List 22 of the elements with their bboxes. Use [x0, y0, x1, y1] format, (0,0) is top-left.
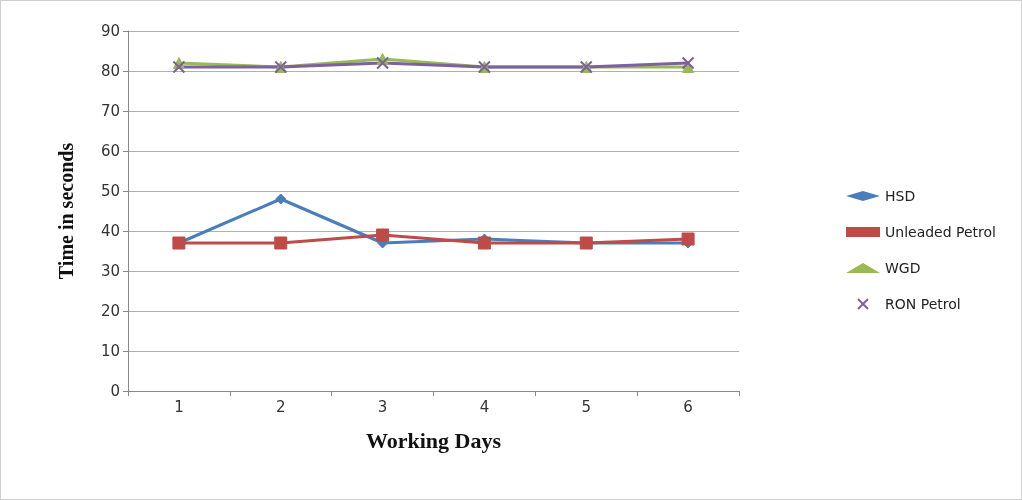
x-tick-label: 6 [683, 397, 693, 416]
legend-label: RON Petrol [885, 296, 961, 312]
y-axis-title: Time in seconds [55, 142, 77, 280]
x-tick-label: 2 [275, 397, 286, 416]
legend-label: Unleaded Petrol [885, 224, 997, 240]
y-tick-label: 20 [100, 302, 120, 320]
y-tick-label: 40 [100, 222, 120, 240]
x-axis-title: Working Days [365, 427, 502, 453]
y-tick-label: 90 [100, 22, 120, 40]
y-tick-label: 10 [100, 342, 120, 360]
legend-label: WGD [885, 260, 921, 276]
y-tick-label: 60 [100, 142, 120, 160]
x-tick-label: 4 [479, 397, 490, 416]
y-tick-label: 30 [100, 262, 120, 280]
y-tick-label: 70 [100, 102, 120, 120]
y-tick-label: 0 [110, 382, 120, 400]
y-tick-label: 50 [100, 182, 120, 200]
x-tick-label: 5 [581, 397, 592, 416]
legend-label: HSD [885, 188, 916, 204]
x-tick-label: 3 [377, 397, 388, 416]
x-tick-label: 1 [174, 397, 184, 416]
y-tick-label: 80 [100, 62, 120, 80]
